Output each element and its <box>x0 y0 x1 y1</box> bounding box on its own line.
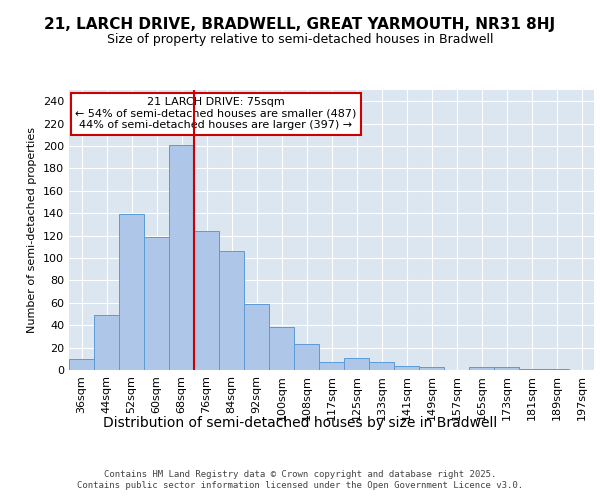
Bar <box>169 145 194 370</box>
Text: 21, LARCH DRIVE, BRADWELL, GREAT YARMOUTH, NR31 8HJ: 21, LARCH DRIVE, BRADWELL, GREAT YARMOUT… <box>44 18 556 32</box>
Text: Contains HM Land Registry data © Crown copyright and database right 2025.
Contai: Contains HM Land Registry data © Crown c… <box>77 470 523 490</box>
Bar <box>319 362 344 370</box>
Text: Size of property relative to semi-detached houses in Bradwell: Size of property relative to semi-detach… <box>107 32 493 46</box>
Bar <box>494 366 519 370</box>
Bar <box>344 358 369 370</box>
Bar <box>469 366 494 370</box>
Bar <box>269 328 294 370</box>
Bar <box>369 362 394 370</box>
Bar <box>394 366 419 370</box>
Bar <box>219 252 244 370</box>
Bar <box>119 214 144 370</box>
Y-axis label: Number of semi-detached properties: Number of semi-detached properties <box>28 127 37 333</box>
Bar <box>519 369 544 370</box>
Bar <box>69 359 94 370</box>
Bar <box>144 236 169 370</box>
Bar <box>244 304 269 370</box>
Text: 21 LARCH DRIVE: 75sqm
← 54% of semi-detached houses are smaller (487)
44% of sem: 21 LARCH DRIVE: 75sqm ← 54% of semi-deta… <box>76 97 356 130</box>
Bar <box>544 369 569 370</box>
Bar <box>194 231 219 370</box>
Bar <box>419 366 444 370</box>
Bar <box>294 344 319 370</box>
Bar <box>94 315 119 370</box>
Text: Distribution of semi-detached houses by size in Bradwell: Distribution of semi-detached houses by … <box>103 416 497 430</box>
